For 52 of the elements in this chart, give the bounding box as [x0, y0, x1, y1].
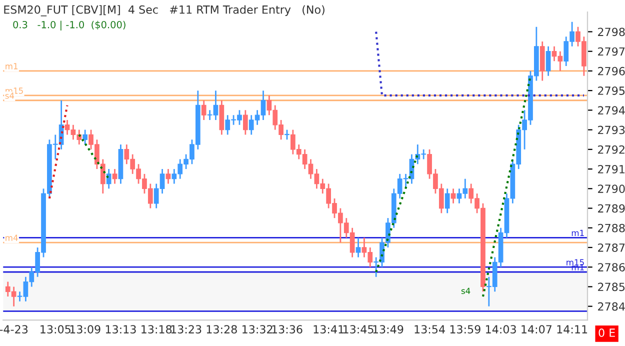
ref-line-label: m15: [566, 259, 584, 266]
x-tick-label: 13:13: [106, 325, 136, 334]
x-tick-label: 13:09: [70, 325, 100, 334]
x-tick-label: 14:11: [557, 325, 588, 334]
x-tick-label: 13:23: [171, 325, 202, 334]
candlestick: [450, 188, 456, 204]
x-tick-label: 13:54: [414, 325, 445, 334]
candlestick: [82, 129, 88, 146]
text: 0.3 -1.0 | -1.0 ($0.00): [13, 20, 126, 30]
candlestick: [201, 100, 206, 121]
x-tick-label: 14:03: [486, 325, 516, 334]
ref-line-label: m1: [572, 230, 584, 236]
x-tick-label: 13:05: [40, 325, 70, 334]
ref-line-label: m4: [6, 234, 18, 241]
y-tick-label: 2789: [598, 204, 625, 213]
annotation: s4: [461, 288, 470, 294]
ref-line-label: s4: [5, 92, 14, 99]
candlestick: [106, 168, 112, 190]
y-tick-label: 2788: [598, 224, 625, 232]
y-tick-label: 2797: [598, 47, 625, 56]
y-tick-label: 2795: [598, 86, 625, 95]
y-tick-label: 2784: [598, 302, 625, 311]
y-tick-label: 2794: [598, 106, 625, 115]
candlestick: [546, 46, 551, 77]
x-tick-label: 13:49: [373, 325, 404, 334]
x-tick-label: 14:07: [522, 325, 552, 334]
candlestick: [112, 168, 118, 184]
y-tick-label: 2787: [598, 243, 625, 252]
candlestick: [166, 168, 171, 184]
candlestick: [356, 236, 361, 258]
candlestick: [444, 188, 450, 214]
x-tick-label: 13:41: [314, 325, 344, 334]
x-tick-label: 13:59: [450, 325, 480, 334]
ref-line-label: m1: [6, 63, 18, 70]
y-tick-label: 2786: [598, 263, 625, 272]
x-tick-label: 13:45: [343, 325, 374, 334]
y-tick-label: 2793: [598, 126, 625, 134]
x-tick-label: 13:32: [242, 325, 272, 334]
y-tick-label: 2792: [598, 145, 624, 154]
x-tick-label: -4-23: [0, 325, 28, 334]
candlestick: [243, 109, 248, 136]
y-tick-label: 2785: [598, 282, 625, 292]
x-tick-label: 13:28: [206, 325, 237, 334]
y-tick-label: 2796: [598, 66, 625, 76]
x-tick-label: 13:36: [272, 325, 302, 334]
y-tick-label: 2798: [598, 28, 625, 36]
y-tick-label: 2790: [598, 184, 625, 194]
y-tick-label: 2791: [598, 164, 624, 174]
chart-title: ESM20_FUT [CBV][M] 4 Sec #11 RTM Trader Entry (No): [4, 5, 324, 16]
text: 0 E: [598, 328, 615, 337]
candlestick: [284, 129, 290, 140]
x-tick-label: 13:18: [142, 325, 172, 334]
